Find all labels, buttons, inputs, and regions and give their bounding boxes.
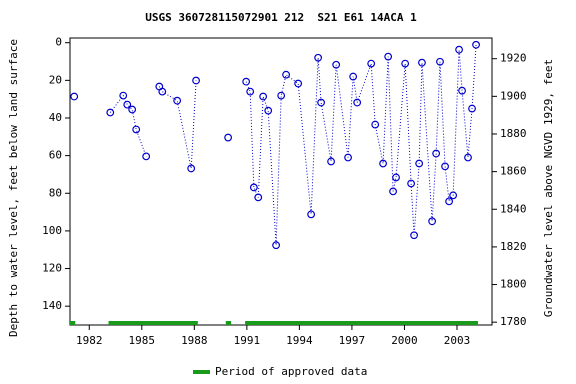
data-point: [379, 159, 387, 168]
data-point: [407, 179, 416, 188]
data-point: [401, 59, 410, 68]
data-point: [314, 53, 323, 62]
y2-tick-label: 1860: [500, 165, 527, 178]
data-point: [332, 60, 341, 69]
approved-period: [225, 321, 232, 325]
data-point: [277, 91, 286, 100]
data-point: [282, 70, 290, 79]
y2-tick-label: 1880: [500, 127, 527, 140]
y-tick-label: 60: [49, 149, 62, 162]
data-point: [192, 76, 200, 85]
y-tick-label: 140: [42, 299, 62, 312]
data-point: [327, 157, 335, 166]
y-tick-label: 100: [42, 224, 62, 237]
data-point: [472, 40, 480, 49]
plot-frame: [69, 37, 493, 326]
data-point: [353, 98, 362, 107]
chart-title: USGS 360728115072901 212 S21 E61 14ACA 1: [145, 11, 417, 24]
x-tick-label: 1994: [286, 334, 313, 347]
data-point: [392, 173, 400, 182]
data-point: [307, 210, 316, 219]
data-point: [259, 92, 268, 101]
legend-label: Period of approved data: [215, 365, 367, 378]
data-point: [384, 52, 393, 61]
data-point: [132, 125, 141, 134]
data-point: [119, 91, 128, 100]
data-point: [128, 105, 137, 114]
data-point: [173, 96, 182, 105]
data-point: [449, 191, 458, 200]
y-tick-label: 20: [49, 73, 62, 86]
data-point: [224, 133, 233, 142]
y-tick-label: 0: [55, 36, 62, 49]
approved-period: [70, 321, 76, 325]
data-point: [142, 152, 151, 161]
data-point: [415, 159, 424, 168]
y2-tick-label: 1840: [500, 202, 527, 215]
data-point: [106, 108, 115, 117]
data-point: [464, 153, 472, 162]
y2-tick-label: 1900: [500, 89, 527, 102]
x-tick-label: 1985: [129, 334, 156, 347]
data-point: [349, 72, 358, 81]
data-point: [418, 58, 426, 67]
x-tick-label: 1988: [181, 334, 208, 347]
x-tick-label: 1982: [76, 334, 103, 347]
x-tick-label: 1991: [234, 334, 261, 347]
data-point: [410, 231, 418, 240]
data-point: [123, 100, 132, 109]
data-point: [254, 193, 263, 202]
y-tick-label: 120: [42, 262, 62, 275]
y-tick-label: 80: [49, 186, 62, 199]
approved-period: [245, 321, 478, 325]
data-point: [441, 162, 449, 171]
data-point: [344, 153, 352, 162]
data-point: [455, 45, 463, 54]
y2-tick-label: 1920: [500, 52, 527, 65]
y2-tick-label: 1820: [500, 240, 527, 253]
y2-axis-label: Groundwater level above NGVD 1929, feet: [542, 59, 555, 317]
data-point: [468, 104, 476, 113]
y-axis-label: Depth to water level, feet below land su…: [7, 39, 20, 337]
data-point: [317, 98, 325, 107]
data-point: [158, 87, 167, 96]
series-line: [109, 44, 477, 246]
data-point: [436, 57, 444, 66]
approved-period: [108, 321, 198, 325]
data-point: [242, 77, 251, 86]
data-point: [445, 197, 453, 206]
data-point: [367, 59, 376, 68]
data-point: [428, 217, 437, 226]
x-tick-label: 2003: [444, 334, 471, 347]
data-point: [432, 149, 441, 158]
data-point: [272, 241, 280, 250]
data-point: [458, 86, 466, 95]
x-tick-label: 1997: [339, 334, 366, 347]
data-point: [246, 87, 255, 96]
y2-tick-label: 1780: [500, 315, 527, 328]
y2-tick-label: 1800: [500, 278, 527, 291]
data-point: [294, 79, 303, 88]
data-point: [389, 187, 397, 196]
data-point: [187, 164, 196, 173]
data-point: [70, 92, 79, 101]
y-tick-label: 40: [49, 111, 62, 124]
data-point: [371, 120, 380, 129]
data-point: [249, 183, 258, 192]
data-point: [264, 106, 273, 115]
x-tick-label: 2000: [391, 334, 418, 347]
